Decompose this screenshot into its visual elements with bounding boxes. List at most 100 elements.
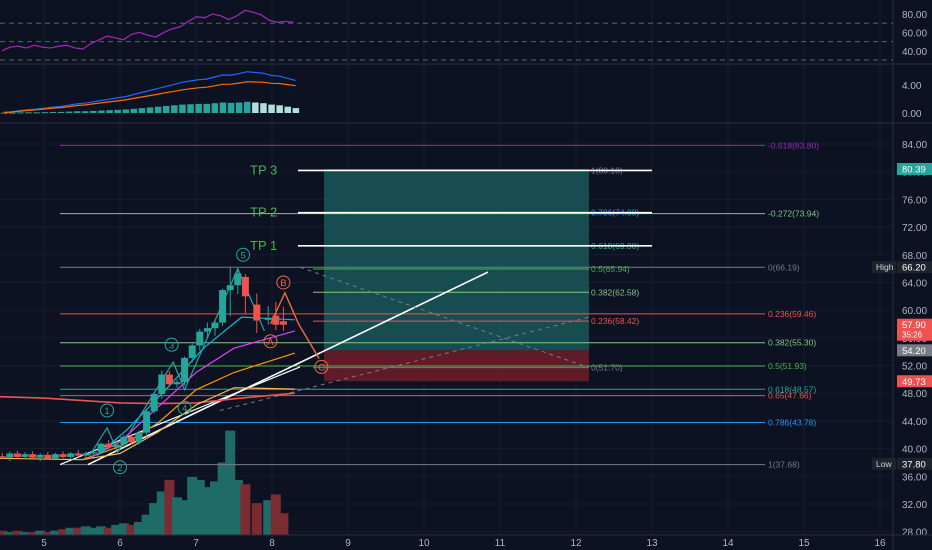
time-tick-label: 10 bbox=[418, 538, 430, 549]
wave-label-text: 5 bbox=[240, 250, 245, 261]
price-badge-tag bbox=[872, 261, 896, 274]
fib-retracement-label: 0.236(58.42) bbox=[591, 316, 639, 326]
volume-bar bbox=[58, 529, 68, 535]
volume-bar bbox=[103, 527, 114, 535]
fib-retracement-label: 0.382(62.58) bbox=[591, 287, 639, 297]
fib-extension-label: -0.272(73.94) bbox=[768, 209, 819, 219]
candle-body bbox=[188, 345, 196, 358]
wave-label-circle bbox=[314, 359, 329, 374]
wave-label-text: 2 bbox=[117, 463, 122, 474]
candle-body bbox=[150, 393, 158, 412]
volume-bar bbox=[225, 430, 236, 535]
candle-body bbox=[181, 357, 189, 383]
candle-body bbox=[51, 454, 59, 459]
macd-histogram-bar bbox=[171, 105, 178, 113]
candle-body bbox=[0, 456, 6, 458]
macd-histogram-bar bbox=[219, 102, 227, 113]
candle-body bbox=[82, 453, 90, 456]
candle-body bbox=[253, 304, 261, 321]
macd-histogram-bar bbox=[122, 109, 129, 113]
volume-bar bbox=[270, 494, 281, 535]
price-badge-tag-text: Low bbox=[876, 459, 892, 469]
candle-body bbox=[105, 443, 113, 448]
wave-label-circle bbox=[236, 247, 251, 262]
macd-histogram-bar bbox=[252, 102, 259, 113]
volume-bar bbox=[172, 497, 182, 535]
fib-retracement-label: 0(51.70) bbox=[591, 363, 623, 373]
volume-bar bbox=[27, 532, 38, 535]
macd-histogram-bar bbox=[33, 112, 40, 114]
macd-histogram-bar bbox=[260, 103, 267, 113]
wave-label-circle bbox=[100, 403, 115, 418]
price-badge-text: 66.20 bbox=[902, 263, 926, 274]
volume-bar bbox=[164, 479, 175, 535]
macd-histogram-bar bbox=[106, 110, 113, 113]
volume-bar bbox=[73, 527, 84, 535]
volume-bar bbox=[96, 526, 106, 535]
volume-bar bbox=[217, 462, 228, 535]
wave-label-circle bbox=[177, 400, 192, 415]
candle-body bbox=[127, 436, 135, 443]
candle-body bbox=[44, 454, 52, 459]
time-axis[interactable]: 5 6 7 8 9 10 11 12 13 14 15 16 bbox=[0, 534, 932, 549]
volume-bar bbox=[126, 524, 137, 535]
time-tick-label: 15 bbox=[798, 538, 810, 549]
macd-tick-label: 4.00 bbox=[902, 81, 922, 92]
price-badge-countdown: 35:26 bbox=[902, 331, 923, 340]
take-profit-label: TP 1 bbox=[250, 238, 277, 253]
volume-bar bbox=[251, 503, 262, 535]
price-tick-label: 76.00 bbox=[902, 195, 927, 206]
time-tick-label: 16 bbox=[874, 538, 886, 549]
candle-body bbox=[135, 432, 143, 443]
price-badge bbox=[897, 457, 932, 470]
projection-line-down bbox=[299, 266, 590, 369]
fib-retracement-label: 0.5(65.94) bbox=[591, 264, 630, 274]
macd-tick-label: 0.00 bbox=[902, 109, 922, 120]
price-tick-label: 52.00 bbox=[902, 362, 927, 373]
fib-extension-label: 0.618(48.57) bbox=[768, 384, 816, 394]
macd-histogram-bar bbox=[73, 111, 81, 113]
price-badge-tag bbox=[872, 457, 896, 470]
price-badge-text: 57.90 bbox=[902, 320, 926, 331]
time-tick-label: 13 bbox=[646, 538, 658, 549]
wave-label-circle bbox=[113, 460, 127, 475]
macd-histogram-bar bbox=[235, 102, 243, 113]
candle-body bbox=[203, 328, 211, 332]
time-tick-label: 12 bbox=[570, 538, 582, 549]
volume-bar bbox=[12, 530, 23, 535]
price-tick-label: 64.00 bbox=[902, 278, 927, 289]
macd-histogram-bar bbox=[292, 108, 300, 113]
volume-bar bbox=[232, 479, 243, 535]
candle-body bbox=[6, 453, 14, 458]
volume-bar bbox=[4, 532, 15, 535]
volume-bar bbox=[278, 513, 289, 535]
macd-histogram-bar bbox=[146, 107, 154, 113]
macd-histogram-bar bbox=[25, 112, 32, 114]
position-zones[interactable] bbox=[324, 168, 589, 382]
macd-histogram-bar bbox=[227, 102, 235, 113]
price-badge-text: 37.80 bbox=[902, 459, 926, 470]
moving-average-long bbox=[0, 392, 295, 405]
price-tick-label: 60.00 bbox=[902, 306, 927, 317]
macd-histogram-bar bbox=[268, 104, 275, 113]
macd-histogram-bar bbox=[90, 110, 97, 113]
volume-bar bbox=[50, 530, 61, 535]
rsi-line bbox=[1, 9, 294, 52]
impulse-wave-path bbox=[89, 267, 265, 456]
macd-histogram-bar bbox=[98, 110, 105, 113]
macd-histogram-bar bbox=[244, 101, 251, 113]
volume-bars bbox=[0, 430, 289, 535]
price-tick-label: 72.00 bbox=[902, 223, 927, 234]
price-badge bbox=[897, 261, 932, 274]
price-axis[interactable]: 84.0080.0076.0072.0068.0064.0060.0056.00… bbox=[872, 140, 932, 539]
fib-extension-label: 0.786(43.78) bbox=[768, 417, 816, 427]
macd-histogram-bar bbox=[163, 106, 170, 113]
moving-average-mid bbox=[81, 352, 295, 461]
candle-body bbox=[272, 315, 280, 325]
volume-bar bbox=[35, 530, 46, 535]
macd-histogram-bar bbox=[41, 112, 48, 114]
price-badge-text: 80.39 bbox=[902, 164, 926, 175]
candle-body bbox=[219, 290, 227, 323]
volume-bar bbox=[263, 500, 274, 535]
